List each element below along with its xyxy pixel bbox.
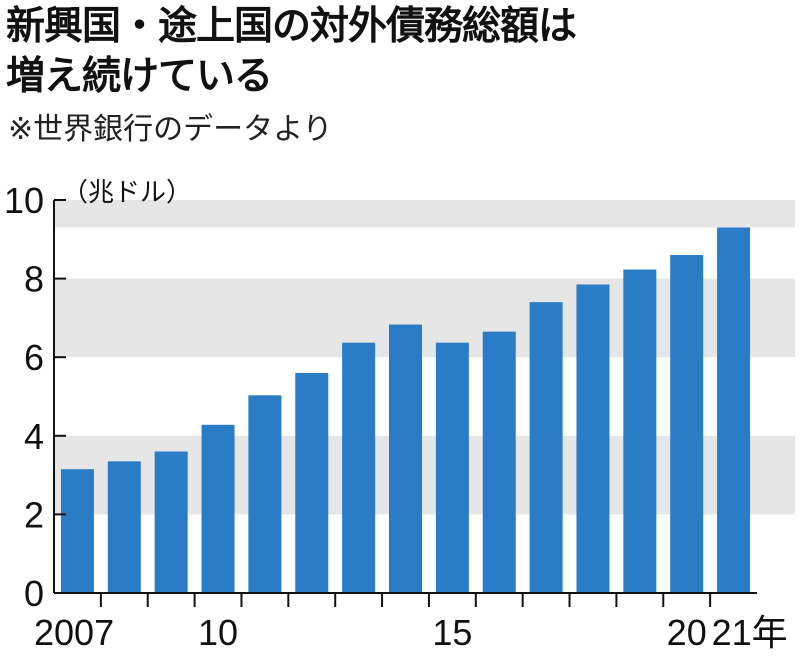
axes <box>53 199 757 607</box>
y-tick-label: 0 <box>24 573 44 614</box>
y-tick-label: 8 <box>24 259 44 300</box>
bar-2010 <box>201 424 235 593</box>
grid-band <box>54 200 795 228</box>
chart-title-line2: 増え続けている <box>6 54 273 99</box>
x-tick-label: 20 <box>667 612 707 653</box>
x-tick-label: 21年 <box>712 612 788 653</box>
bar-2015 <box>435 342 469 593</box>
y-tick-label: 4 <box>24 416 44 457</box>
unit-label: （兆ドル） <box>62 178 192 208</box>
bar-2019 <box>623 269 657 593</box>
bar-2012 <box>295 372 329 593</box>
bar-2018 <box>576 284 610 593</box>
y-tick-label: 10 <box>4 180 44 221</box>
x-tick-labels: 2007 10 15 20 21年 <box>34 612 788 653</box>
bar-2011 <box>248 395 282 593</box>
y-tick-labels: 0 2 4 6 8 10 <box>4 180 44 614</box>
bar-2008 <box>107 461 141 593</box>
chart-title-line1: 新興国・途上国の対外債務総額は <box>6 4 577 49</box>
bar-2021 <box>717 227 751 593</box>
bar-2009 <box>154 451 188 593</box>
x-tick-label: 15 <box>432 612 472 653</box>
bar-2017 <box>529 302 563 593</box>
x-tick-label: 10 <box>198 612 238 653</box>
y-tick-label: 6 <box>24 337 44 378</box>
bar-2007 <box>60 469 94 593</box>
y-tick-label: 2 <box>24 494 44 535</box>
x-tick-label: 2007 <box>34 612 114 653</box>
bar-2014 <box>389 324 422 593</box>
bar-2013 <box>342 342 376 593</box>
bar-2020 <box>670 255 704 593</box>
chart-title: 新興国・途上国の対外債務総額は 増え続けている <box>6 2 796 102</box>
source-note: ※世界銀行のデータより <box>8 112 333 147</box>
bar-2016 <box>482 331 516 593</box>
bars <box>60 227 751 593</box>
